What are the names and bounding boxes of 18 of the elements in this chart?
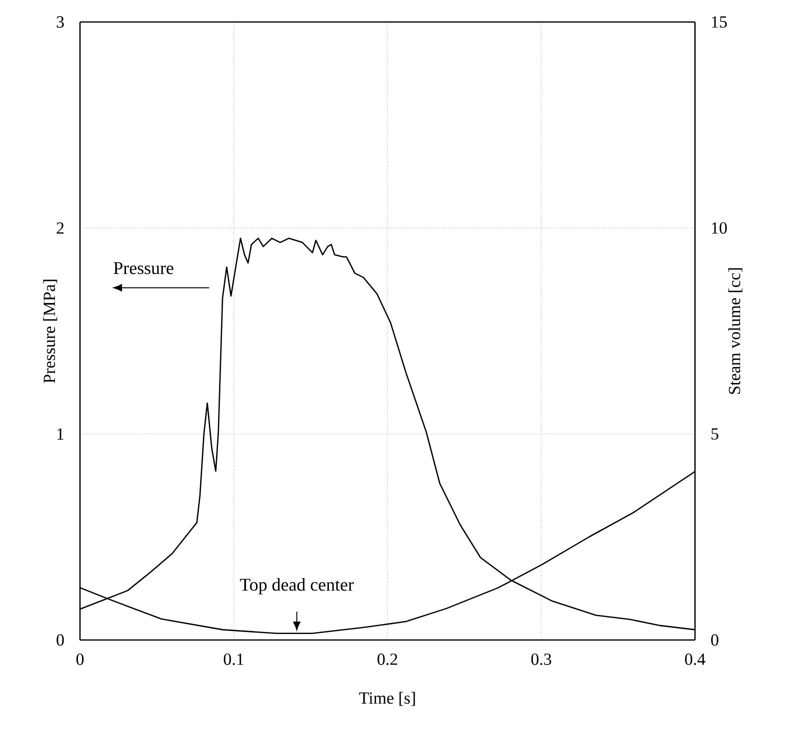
y-tick-label: 1 (57, 428, 64, 440)
y-tick-label: 0 (56, 634, 64, 646)
x-axis-title: Time [s] (359, 692, 415, 706)
y2-tick-label: 0 (711, 634, 718, 646)
x-tick-label: 0 (76, 654, 84, 665)
x-tick-label: 0.1 (224, 654, 244, 666)
annotation: Top dead center (240, 578, 354, 594)
annotation: Pressure (114, 262, 174, 274)
x-tick-label: 0.3 (531, 654, 552, 666)
y-tick-label: 3 (56, 16, 64, 28)
y-tick-label: 2 (56, 222, 64, 234)
y2-tick-label: 15 (712, 16, 727, 28)
y-axis-title: Pressure [MPa] (43, 280, 58, 383)
x-tick-label: 0.4 (685, 654, 706, 666)
y2-axis-title: Steam volume [cc] (728, 268, 742, 394)
y2-tick-label: 5 (712, 428, 718, 440)
x-tick-label: 0.2 (378, 654, 398, 666)
y2-tick-label: 10 (712, 222, 727, 234)
